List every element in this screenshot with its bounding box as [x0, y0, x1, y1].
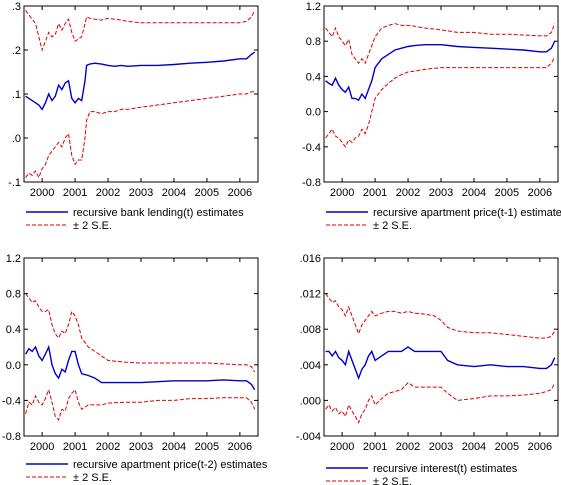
y-tick-label: 0.8 [6, 289, 21, 301]
x-tick-label: 2006 [228, 441, 252, 453]
x-tick-label: 2000 [30, 441, 54, 453]
estimate-line [325, 40, 556, 102]
se-band-line [25, 388, 256, 421]
x-tick-label: 2005 [195, 187, 219, 199]
x-tick-label: 2004 [462, 441, 486, 453]
y-tick-label: 1.2 [306, 1, 321, 13]
y-tick-label: -.1 [8, 177, 21, 189]
x-tick-label: 2005 [495, 187, 519, 199]
y-tick-label: -.004 [296, 431, 321, 443]
chart-panel-2: -0.8 -0.4 0.0 0.4 0.8 1.2 2000 2001 2002 2003 2004… [302, 1, 561, 232]
x-tick-label: 2006 [528, 441, 552, 453]
x-tick-label: 2000 [330, 187, 354, 199]
y-tick-label: .2 [12, 45, 21, 57]
y-tick-label: .004 [300, 360, 321, 372]
x-tick-label: 2003 [129, 187, 153, 199]
plot-frame [323, 257, 559, 437]
y-tick-label: 0.4 [6, 324, 21, 336]
y-tick-label: -0.4 [2, 395, 21, 407]
x-tick-label: 2003 [429, 441, 453, 453]
y-tick-label: .008 [300, 324, 321, 336]
chart-panel-4: -.004 .000 .004 .008 .012 .016 2000 2001 2002 200… [296, 253, 559, 485]
y-tick-label: -0.8 [302, 177, 321, 189]
x-tick-label: 2002 [96, 441, 120, 453]
y-tick-label: 0.0 [306, 107, 321, 119]
legend-band-label: ± 2 S.E. [373, 476, 412, 485]
x-tick-label: 2000 [330, 441, 354, 453]
x-tick-label: 2001 [63, 441, 87, 453]
y-tick-label: 0.4 [306, 71, 321, 83]
y-tick-label: .3 [12, 1, 21, 13]
y-tick-label: .000 [300, 395, 321, 407]
legend-estimate-label: recursive apartment price(t-2) estimates [73, 459, 268, 471]
x-tick-label: 2006 [228, 187, 252, 199]
y-tick-label: 0.8 [306, 36, 321, 48]
plot-frame [23, 5, 259, 183]
chart-panel-3: -0.8 -0.4 0.0 0.4 0.8 1.2 2000 2001 2002 2003 2004… [2, 253, 268, 484]
estimate-line [25, 51, 256, 111]
plot-frame [323, 5, 559, 183]
x-tick-label: 2002 [396, 187, 420, 199]
x-tick-label: 2002 [96, 187, 120, 199]
x-tick-label: 2005 [495, 441, 519, 453]
estimate-line [25, 344, 256, 391]
y-tick-label: -0.8 [2, 431, 21, 443]
x-tick-label: 2006 [528, 187, 552, 199]
plot-frame [23, 257, 259, 437]
se-band-line [325, 293, 556, 339]
x-tick-label: 2004 [162, 187, 186, 199]
x-tick-label: 2001 [363, 441, 387, 453]
x-tick-label: 2000 [30, 187, 54, 199]
x-tick-label: 2002 [396, 441, 420, 453]
x-tick-label: 2004 [462, 187, 486, 199]
y-tick-label: .1 [12, 89, 21, 101]
se-band-line [325, 56, 556, 148]
se-band-line [325, 381, 556, 424]
y-tick-label: 0.0 [6, 360, 21, 372]
se-band-line [25, 293, 256, 373]
se-band-line [325, 23, 556, 65]
se-band-line [25, 91, 255, 179]
legend-estimate-label: recursive interest(t) estimates [373, 463, 518, 475]
se-band-line [25, 10, 256, 52]
x-tick-label: 2003 [429, 187, 453, 199]
chart-panel-1: -.1 .0 .1 .2 .3 2000 2001 2002 2003 2004 2005 2006 r… [8, 1, 259, 232]
y-tick-label: -0.4 [302, 142, 321, 154]
legend-estimate-label: recursive apartment price(t-1) estimates [373, 207, 561, 219]
legend-band-label: ± 2 S.E. [373, 220, 412, 232]
x-tick-label: 2004 [162, 441, 186, 453]
y-tick-label: .016 [300, 253, 321, 265]
x-tick-label: 2003 [129, 441, 153, 453]
x-tick-label: 2005 [195, 441, 219, 453]
y-tick-label: 1.2 [6, 253, 21, 265]
legend-band-label: ± 2 S.E. [73, 472, 112, 484]
estimate-line [325, 346, 556, 381]
legend-band-label: ± 2 S.E. [73, 220, 112, 232]
y-tick-label: .0 [12, 133, 21, 145]
x-tick-label: 2001 [363, 187, 387, 199]
y-tick-label: .012 [300, 289, 321, 301]
legend-estimate-label: recursive bank lending(t) estimates [73, 207, 244, 219]
x-tick-label: 2001 [63, 187, 87, 199]
